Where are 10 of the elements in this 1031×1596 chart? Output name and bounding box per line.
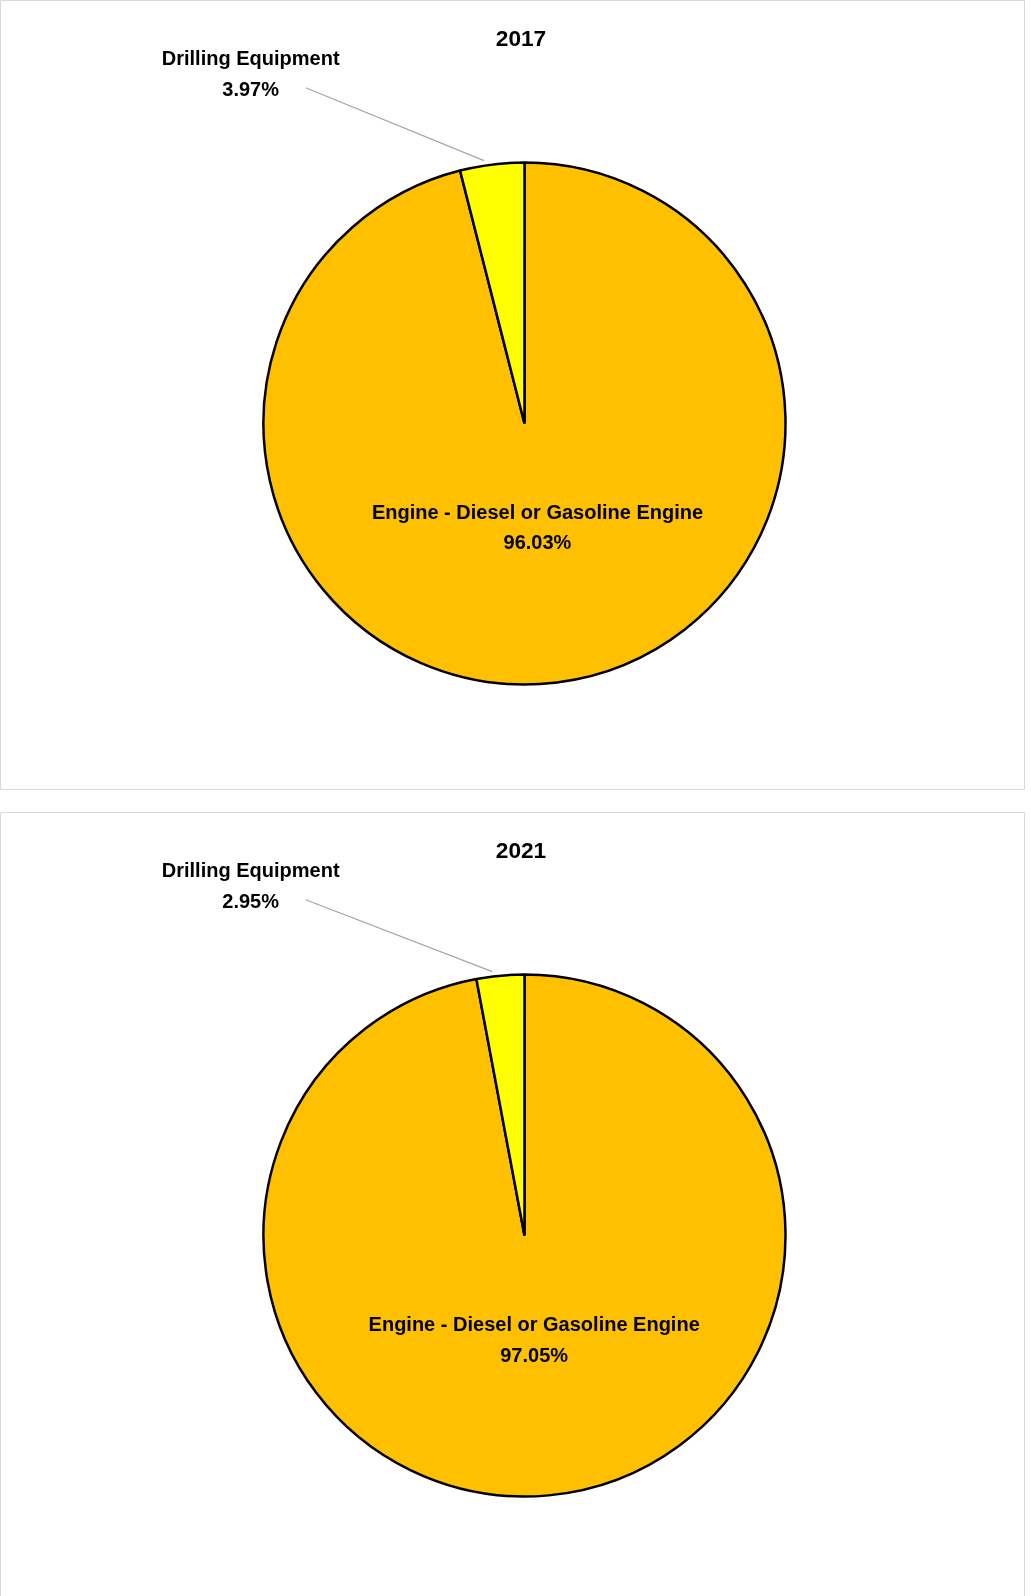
data-label: 3.97%: [222, 78, 280, 101]
data-label: 2.95%: [222, 890, 280, 913]
data-label: 97.05%: [500, 1343, 569, 1366]
slice-label: Engine - Diesel or Gasoline Engine: [368, 1313, 700, 1336]
slice-label: Drilling Equipment: [161, 859, 340, 882]
slice-label: Drilling Equipment: [161, 47, 340, 70]
data-label: 96.03%: [503, 531, 572, 554]
chart-title: 2021: [495, 837, 547, 863]
slice-label: Engine - Diesel or Gasoline Engine: [371, 500, 704, 523]
chart-title: 2017: [495, 25, 547, 51]
